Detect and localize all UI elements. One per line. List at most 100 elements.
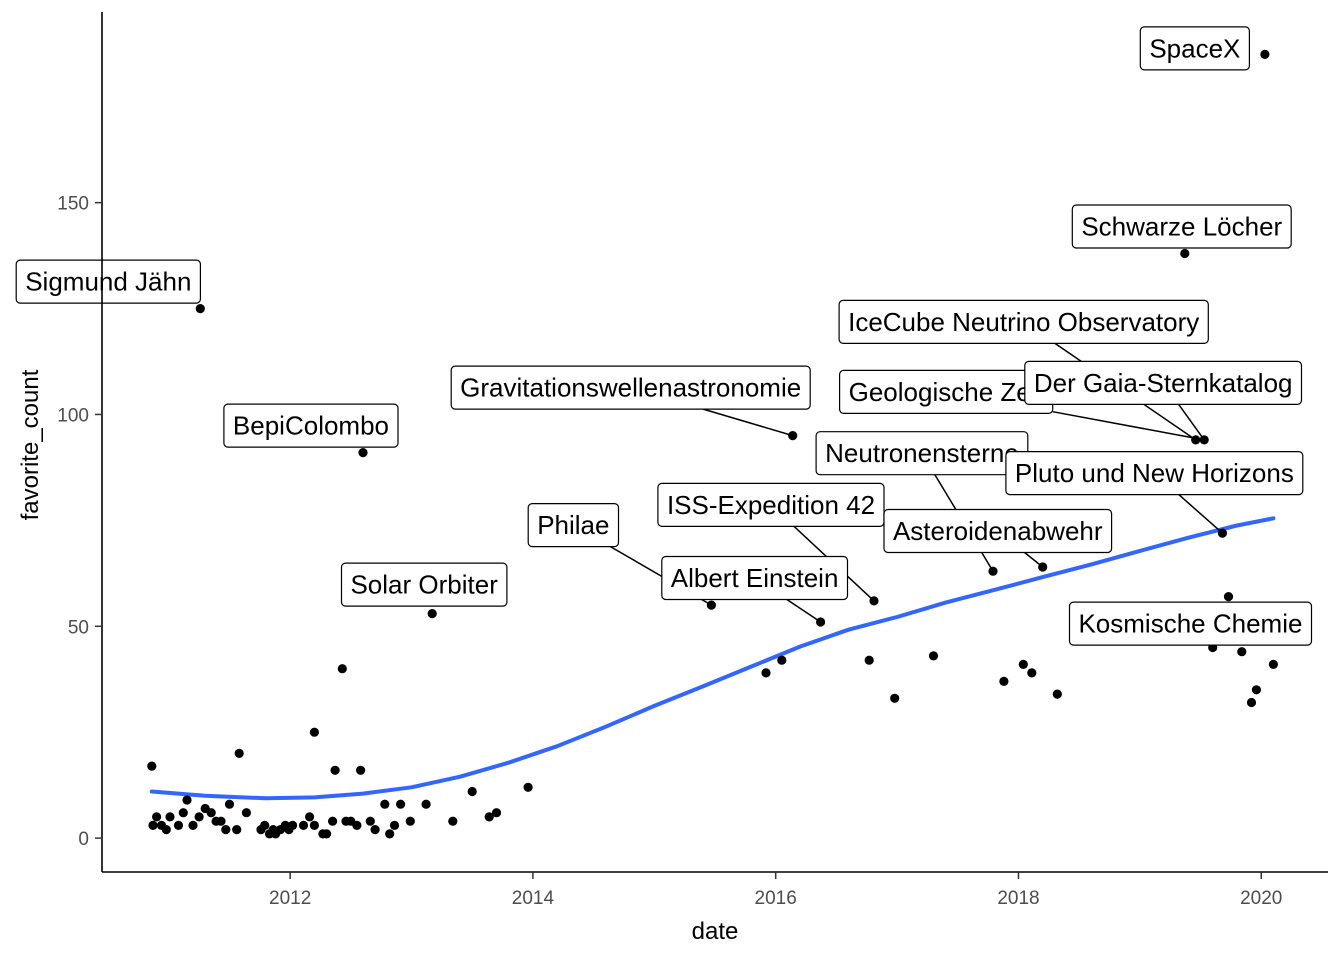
x-tick-label: 2014: [512, 888, 555, 909]
x-axis-title: date: [692, 918, 739, 945]
smooth-line: [149, 516, 1276, 801]
data-point: [148, 820, 158, 831]
data-point: [356, 765, 366, 775]
data-point: [224, 799, 235, 809]
annotation-label: Solar Orbiter: [340, 562, 508, 607]
annotation-box: [15, 259, 201, 304]
annotation-box: [1139, 26, 1251, 71]
data-point: [421, 799, 431, 809]
leader-line: [786, 598, 822, 623]
data-point: [305, 812, 315, 822]
annotation-box: [1024, 360, 1303, 405]
annotation-text: BepiColombo: [233, 411, 389, 441]
data-point: [380, 799, 390, 809]
data-point: [1180, 248, 1190, 259]
annotation-text: Schwarze Löcher: [1081, 211, 1282, 241]
data-point: [777, 655, 787, 665]
annotation-label: Asteroidenabwehr: [883, 508, 1113, 554]
y-axis-title: favorite_count: [17, 369, 44, 520]
annotation-label: Sigmund Jähn: [15, 259, 201, 304]
annotation-box: [527, 503, 620, 548]
annotation-box: [223, 403, 399, 448]
annotation-box: [657, 482, 885, 527]
data-point: [284, 825, 294, 835]
leader-line: [1052, 410, 1205, 441]
data-point: [523, 782, 533, 792]
data-point: [152, 812, 162, 822]
y-tick-label: 100: [57, 405, 89, 426]
annotation-label: BepiColombo: [223, 403, 399, 448]
data-point: [165, 812, 175, 822]
annotation-label: Geologische Zeit: [838, 369, 1054, 414]
data-point: [988, 566, 998, 576]
annotation-label: ISS-Expedition 42: [657, 482, 885, 527]
data-point: [328, 816, 338, 826]
data-point: [761, 668, 771, 678]
data-point: [405, 816, 415, 826]
annotation-label: Albert Einstein: [661, 555, 849, 601]
data-point: [173, 820, 184, 831]
annotation-text: Neutronensterne: [825, 438, 1019, 468]
y-tick-label: 50: [68, 617, 89, 638]
smooth-layer: [149, 516, 1276, 801]
data-point: [221, 825, 231, 835]
data-point: [484, 812, 494, 822]
annotation-box: [1068, 601, 1313, 646]
annotation-text: Solar Orbiter: [350, 570, 498, 600]
data-point: [1223, 592, 1234, 602]
annotation-label: Neutronensterne: [815, 431, 1029, 476]
data-point: [182, 795, 192, 805]
x-tick-label: 2016: [755, 888, 797, 909]
y-tick-label: 150: [57, 194, 89, 215]
annotation-box: [661, 555, 849, 601]
data-point: [365, 816, 375, 826]
label-boxes: Sigmund Jähn BepiColombo Solar Orbiter Phil…: [15, 26, 1313, 646]
data-point: [1018, 659, 1028, 670]
data-point: [216, 816, 226, 826]
data-point: [467, 786, 477, 797]
annotation-text: ISS-Expedition 42: [667, 490, 875, 520]
data-point: [1251, 685, 1261, 695]
annotation-box: [838, 299, 1209, 344]
data-point: [427, 609, 437, 619]
data-point: [491, 808, 502, 818]
annotation-text: Sigmund Jähn: [25, 267, 191, 297]
data-point: [1027, 668, 1037, 678]
annotation-box: [450, 365, 811, 410]
annotation-box: [1071, 204, 1292, 249]
data-point: [1268, 659, 1278, 670]
data-point: [161, 825, 171, 835]
leader-line: [702, 408, 793, 437]
data-point: [1246, 697, 1257, 708]
data-point: [309, 727, 319, 737]
annotation-label: Der Gaia-Sternkatalog: [1024, 360, 1303, 405]
annotations-layer: Sigmund Jähn BepiColombo Solar Orbiter Phil…: [15, 26, 1313, 646]
points-layer: [147, 49, 1278, 839]
data-point: [234, 748, 244, 759]
leader-line: [1178, 403, 1205, 441]
data-point: [147, 761, 157, 771]
annotation-label: Philae: [527, 503, 620, 548]
data-point: [1237, 647, 1247, 657]
annotation-label: Schwarze Löcher: [1071, 204, 1292, 249]
data-point: [788, 431, 798, 441]
axes-layer: 2012 2014 2016 2018 2020 0 50 100 150: [57, 12, 1328, 909]
data-point: [352, 820, 362, 831]
data-point: [330, 765, 340, 775]
data-point: [260, 820, 270, 831]
data-point: [206, 808, 216, 818]
data-point: [322, 829, 332, 839]
annotation-label: Kosmische Chemie: [1068, 601, 1313, 646]
annotation-text: Pluto und New Horizons: [1015, 458, 1294, 488]
data-point: [232, 825, 242, 835]
annotation-text: Geologische Zeit: [849, 377, 1045, 407]
annotation-label: SpaceX: [1139, 26, 1251, 71]
data-point: [358, 448, 368, 458]
data-point: [370, 825, 380, 835]
annotation-label: Gravitationswellenastronomie: [450, 365, 811, 410]
data-point: [396, 799, 406, 809]
annotation-box: [340, 562, 508, 607]
data-point: [389, 820, 400, 831]
annotation-box: [883, 508, 1113, 554]
